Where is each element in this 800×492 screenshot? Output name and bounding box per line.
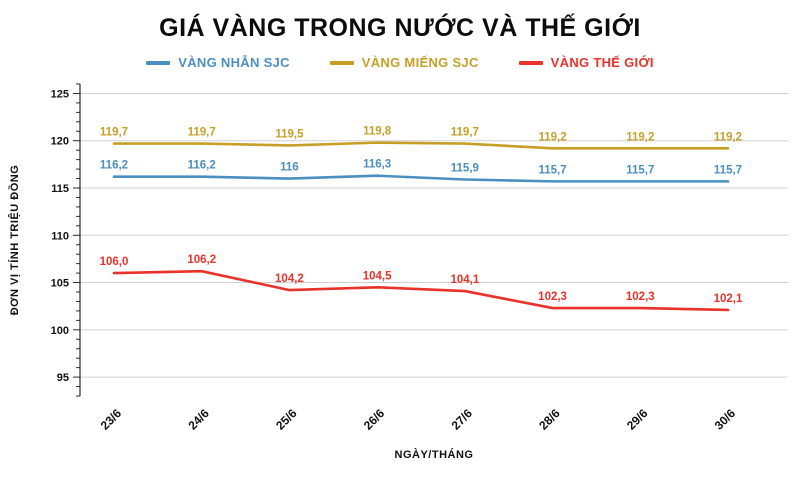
x-tick-label: 27/6 bbox=[449, 406, 476, 433]
series-line-0 bbox=[112, 174, 730, 183]
point-label: 119,7 bbox=[451, 127, 479, 139]
point-label: 115,7 bbox=[538, 164, 566, 176]
point-label: 115,9 bbox=[451, 162, 479, 174]
legend-item-2: VÀNG THẾ GIỚI bbox=[518, 55, 654, 70]
x-tick-label: 30/6 bbox=[712, 406, 739, 433]
point-label: 104,2 bbox=[275, 273, 304, 285]
y-tick-label: 125 bbox=[51, 88, 69, 100]
point-label: 106,0 bbox=[100, 256, 129, 268]
x-axis-title: NGÀY/THÁNG bbox=[395, 448, 474, 461]
chart-legend: VÀNG NHẪN SJC VÀNG MIẾNG SJC VÀNG THẾ GIỚI bbox=[0, 55, 800, 70]
legend-swatch bbox=[329, 60, 354, 65]
point-label: 116 bbox=[280, 162, 299, 174]
y-tick-label: 115 bbox=[51, 183, 69, 195]
x-tick-label: 25/6 bbox=[273, 406, 300, 433]
x-tick-label: 29/6 bbox=[624, 406, 651, 433]
x-tick-label: 26/6 bbox=[361, 406, 388, 433]
legend-label: VÀNG NHẪN SJC bbox=[178, 55, 290, 70]
point-label: 102,1 bbox=[714, 293, 743, 305]
point-label: 119,7 bbox=[188, 127, 216, 139]
y-tick-label: 95 bbox=[57, 372, 69, 384]
point-label: 119,5 bbox=[275, 128, 304, 140]
point-label: 102,3 bbox=[626, 291, 655, 303]
y-tick-label: 105 bbox=[51, 278, 69, 290]
point-label: 102,3 bbox=[538, 291, 567, 303]
chart-canvas: 95 100 105 110 115 120 125 23/6 24/6 25/6 26/6 27/6… bbox=[8, 83, 788, 461]
x-tick-label: 24/6 bbox=[185, 406, 212, 433]
point-label: 119,7 bbox=[100, 127, 128, 139]
legend-item-1: VÀNG MIẾNG SJC bbox=[329, 55, 479, 70]
y-tick-label: 100 bbox=[51, 325, 69, 337]
point-label: 119,8 bbox=[363, 126, 392, 138]
x-tick-label: 28/6 bbox=[536, 406, 563, 433]
point-label: 119,2 bbox=[538, 131, 566, 143]
point-label: 119,2 bbox=[626, 131, 654, 143]
series-line-2 bbox=[112, 269, 730, 312]
point-label: 115,7 bbox=[626, 164, 654, 176]
series-line-1 bbox=[112, 141, 730, 150]
y-tick-label: 120 bbox=[51, 136, 69, 148]
legend-label: VÀNG THẾ GIỚI bbox=[550, 55, 654, 70]
legend-label: VÀNG MIẾNG SJC bbox=[361, 55, 479, 70]
point-label: 116,2 bbox=[188, 160, 216, 172]
point-label: 116,3 bbox=[363, 159, 391, 171]
point-label: 116,2 bbox=[100, 160, 128, 172]
legend-swatch bbox=[518, 60, 543, 65]
legend-swatch bbox=[146, 60, 171, 65]
point-label: 104,1 bbox=[450, 274, 479, 286]
y-tick-label: 110 bbox=[51, 230, 69, 242]
point-label: 104,5 bbox=[363, 270, 392, 282]
x-tick-label: 23/6 bbox=[98, 406, 125, 433]
chart-title: GIÁ VÀNG TRONG NƯỚC VÀ THẾ GIỚI bbox=[159, 14, 641, 42]
point-label: 115,7 bbox=[714, 164, 742, 176]
point-label: 106,2 bbox=[187, 254, 216, 266]
point-label: 119,2 bbox=[714, 131, 742, 143]
legend-item-0: VÀNG NHẪN SJC bbox=[146, 55, 290, 70]
y-axis-title: ĐƠN VỊ TÍNH TRIỆU ĐỒNG bbox=[8, 165, 21, 316]
